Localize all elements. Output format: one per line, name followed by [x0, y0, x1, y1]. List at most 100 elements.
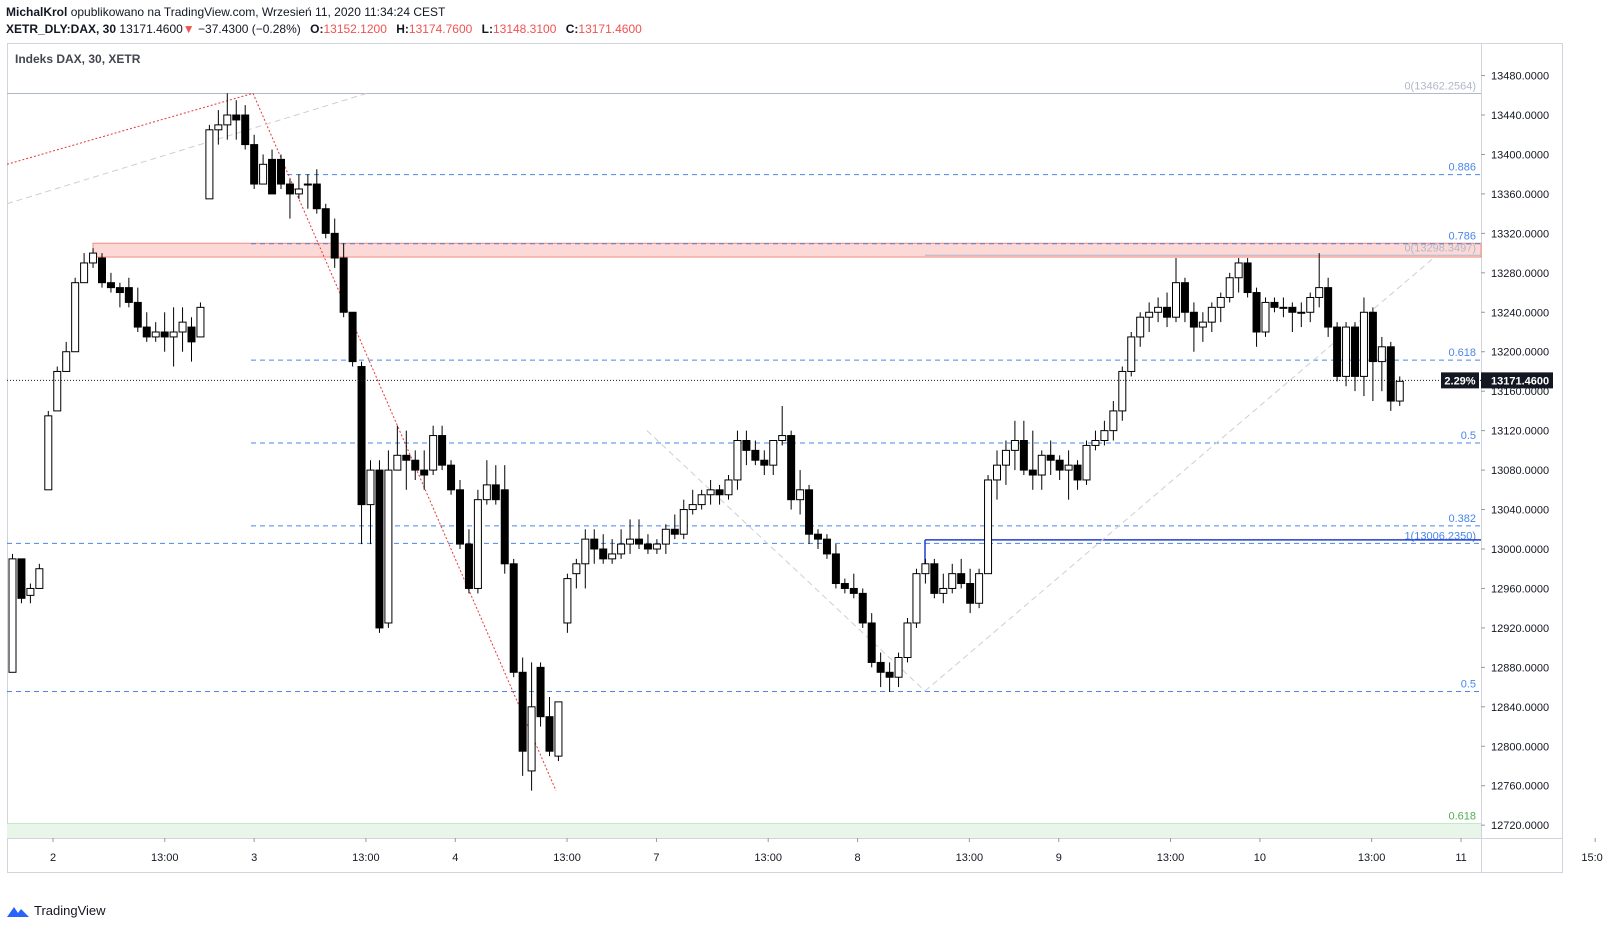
- candle[interactable]: [1288, 302, 1297, 333]
- candle[interactable]: [822, 534, 831, 559]
- candle[interactable]: [384, 450, 393, 628]
- candle[interactable]: [1243, 258, 1252, 298]
- candle[interactable]: [688, 489, 697, 515]
- candle[interactable]: [1377, 336, 1386, 392]
- candle[interactable]: [35, 563, 44, 589]
- candle[interactable]: [1261, 297, 1270, 337]
- candle[interactable]: [1207, 302, 1216, 333]
- candle[interactable]: [411, 450, 420, 480]
- candle[interactable]: [930, 558, 939, 599]
- candle[interactable]: [53, 366, 62, 412]
- candle[interactable]: [957, 558, 966, 589]
- candle[interactable]: [1395, 376, 1404, 406]
- candle[interactable]: [1189, 302, 1198, 352]
- candle[interactable]: [608, 539, 617, 564]
- candle[interactable]: [268, 149, 277, 195]
- candle[interactable]: [1306, 292, 1315, 323]
- candle[interactable]: [912, 568, 921, 628]
- candle[interactable]: [482, 460, 491, 505]
- candle[interactable]: [1100, 420, 1109, 446]
- candle[interactable]: [187, 317, 196, 362]
- candle[interactable]: [17, 558, 26, 604]
- candle[interactable]: [62, 341, 71, 372]
- candle[interactable]: [106, 272, 115, 293]
- candle[interactable]: [1225, 272, 1234, 303]
- candle[interactable]: [590, 529, 599, 564]
- candle[interactable]: [1180, 277, 1189, 323]
- candle[interactable]: [939, 573, 948, 604]
- candle[interactable]: [196, 302, 205, 338]
- candle[interactable]: [1172, 258, 1180, 323]
- candle[interactable]: [1368, 307, 1377, 402]
- candle[interactable]: [89, 248, 98, 268]
- candle[interactable]: [1037, 450, 1046, 490]
- candle[interactable]: [1028, 430, 1037, 490]
- candle[interactable]: [420, 450, 429, 490]
- candle[interactable]: [1315, 253, 1324, 308]
- candle[interactable]: [563, 573, 572, 633]
- candle[interactable]: [831, 544, 840, 589]
- candle[interactable]: [71, 277, 80, 353]
- candle[interactable]: [303, 174, 312, 209]
- price-chart[interactable]: Indeks DAX, 30, XETR 0(13462.2564) 0.886 0…: [6, 43, 1603, 873]
- candle[interactable]: [599, 534, 608, 564]
- candle[interactable]: [312, 169, 321, 214]
- candle[interactable]: [178, 307, 187, 352]
- candle[interactable]: [984, 475, 993, 575]
- candle[interactable]: [1270, 297, 1279, 313]
- candle[interactable]: [975, 568, 984, 609]
- candle[interactable]: [724, 475, 733, 500]
- candle[interactable]: [1073, 460, 1082, 490]
- candle[interactable]: [554, 701, 563, 762]
- candle[interactable]: [375, 460, 384, 633]
- candle[interactable]: [339, 243, 348, 318]
- candle[interactable]: [241, 105, 250, 150]
- candle[interactable]: [858, 588, 867, 628]
- candle[interactable]: [670, 514, 679, 540]
- candle[interactable]: [885, 662, 894, 693]
- candle[interactable]: [1019, 420, 1028, 476]
- chart-frame[interactable]: Indeks DAX, 30, XETR 0(13462.2564) 0.886 0…: [6, 43, 1603, 873]
- candle[interactable]: [796, 470, 805, 515]
- candle[interactable]: [1333, 322, 1342, 382]
- candle[interactable]: [447, 460, 456, 495]
- candle[interactable]: [733, 430, 742, 490]
- candle[interactable]: [1145, 302, 1154, 333]
- candle[interactable]: [643, 534, 652, 554]
- candle[interactable]: [1154, 297, 1163, 323]
- candle[interactable]: [1234, 258, 1243, 293]
- candle[interactable]: [80, 253, 89, 284]
- candle[interactable]: [760, 450, 769, 476]
- candle[interactable]: [581, 529, 590, 589]
- candle[interactable]: [1064, 450, 1073, 500]
- candle[interactable]: [572, 558, 581, 589]
- trendline-red-up[interactable]: [6, 92, 254, 165]
- candle[interactable]: [250, 134, 259, 189]
- candle[interactable]: [661, 524, 670, 554]
- candle[interactable]: [473, 489, 482, 594]
- candle[interactable]: [948, 563, 957, 594]
- gray-dashed-line-2[interactable]: [646, 430, 926, 692]
- candle[interactable]: [679, 499, 688, 540]
- candle[interactable]: [635, 519, 643, 549]
- candle[interactable]: [285, 179, 294, 219]
- candle[interactable]: [402, 430, 411, 490]
- candle[interactable]: [706, 479, 715, 505]
- candle[interactable]: [1163, 292, 1172, 328]
- candle[interactable]: [787, 430, 796, 510]
- candle[interactable]: [1082, 440, 1091, 485]
- candle[interactable]: [429, 425, 438, 476]
- candle[interactable]: [438, 425, 447, 471]
- candle[interactable]: [44, 410, 53, 491]
- candle[interactable]: [223, 93, 232, 140]
- candle[interactable]: [966, 568, 975, 614]
- author-name[interactable]: MichalKrol: [6, 5, 68, 19]
- trendline-red-down[interactable]: [252, 93, 557, 791]
- candle[interactable]: [464, 529, 473, 594]
- candle[interactable]: [1359, 297, 1368, 397]
- candle[interactable]: [867, 613, 876, 668]
- candle[interactable]: [124, 277, 133, 308]
- candle[interactable]: [169, 307, 178, 367]
- candle[interactable]: [518, 657, 527, 776]
- candle[interactable]: [769, 440, 778, 476]
